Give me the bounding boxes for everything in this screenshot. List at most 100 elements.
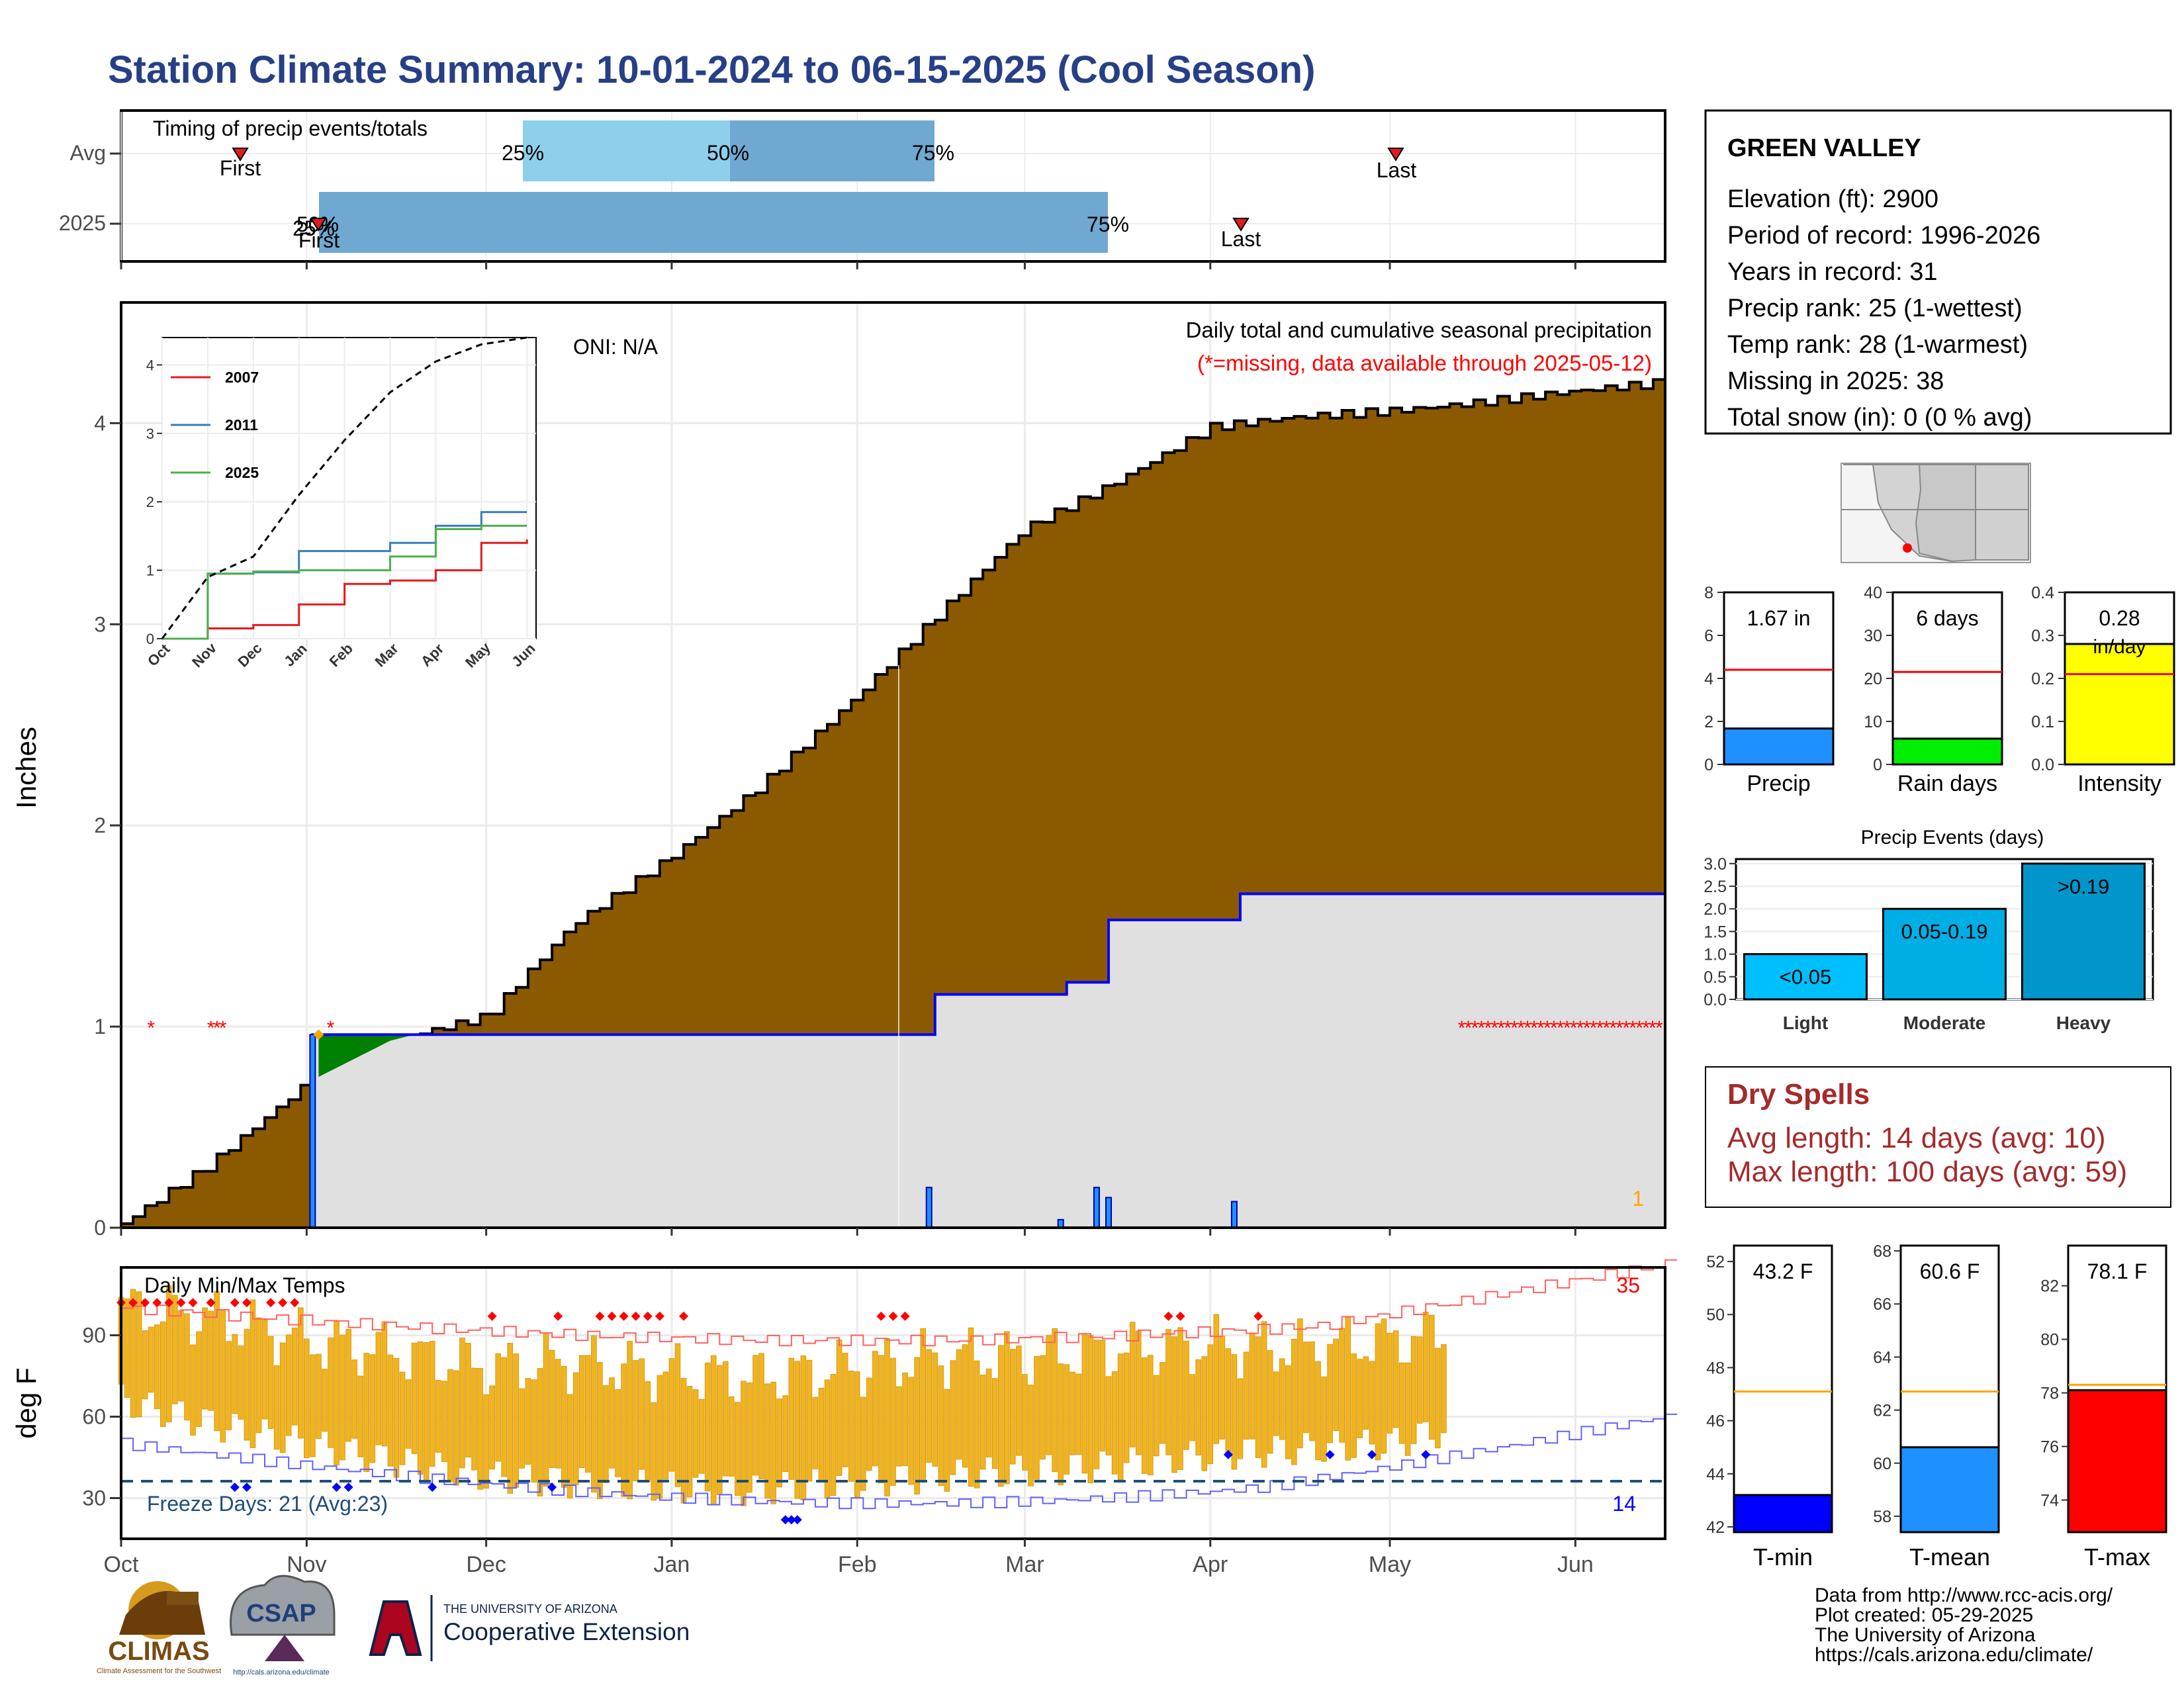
- temp-range-bar: [812, 1396, 819, 1469]
- temp-range-bar: [609, 1377, 615, 1469]
- missing-marker: *: [1603, 1017, 1611, 1039]
- temp-range-bar: [950, 1360, 956, 1475]
- temp-range-bar: [1243, 1351, 1250, 1440]
- record-high-marker: [266, 1298, 276, 1308]
- station-location-dot: [1903, 543, 1912, 553]
- temp-range-bar: [686, 1386, 693, 1498]
- ua-a-icon: [369, 1600, 422, 1656]
- temp-range-bar: [1207, 1344, 1214, 1465]
- record-low-marker: [230, 1483, 240, 1492]
- precip-ylabel: Inches: [11, 727, 42, 809]
- temp-range-bar: [507, 1342, 514, 1494]
- temp-range-bar: [806, 1359, 813, 1482]
- temp-sum-value: [1899, 1446, 2000, 1533]
- record-low-marker: [428, 1483, 437, 1492]
- temp-range-bar: [291, 1328, 298, 1426]
- temp-range-bar: [375, 1332, 382, 1445]
- record-high-marker: [631, 1311, 641, 1321]
- temp-range-bar: [261, 1319, 268, 1420]
- temp-range-bar: [1381, 1318, 1387, 1454]
- temp-range-bar: [387, 1354, 394, 1467]
- climas-bar-icon: [167, 1592, 199, 1605]
- main-xaxis: Oct Nov Dec Jan Feb Mar Apr May Jun: [104, 1539, 1594, 1577]
- missing-marker: *: [1583, 1017, 1591, 1039]
- temp-range-bar: [316, 1353, 322, 1439]
- temp-range-bar: [782, 1395, 789, 1473]
- temp-sum-title: 60.6 F: [1920, 1259, 1980, 1283]
- record-high-marker: [152, 1298, 162, 1308]
- temp-range-bar: [130, 1289, 136, 1418]
- inset-ytick-label: 4: [146, 357, 154, 373]
- dry-spells-title: Dry Spells: [1727, 1078, 1870, 1111]
- temp-sum-title: 78.1 F: [2087, 1259, 2148, 1283]
- temp-range-bar: [1357, 1359, 1363, 1438]
- temp-range-bar: [962, 1344, 968, 1468]
- missing-marker: *: [1530, 1017, 1538, 1039]
- missing-marker: *: [1550, 1017, 1558, 1039]
- mini-bar-value: [1891, 737, 2003, 766]
- climas-wordmark: CLIMAS: [108, 1637, 209, 1666]
- temp-range-bar: [878, 1355, 884, 1484]
- temp-sum-tick-label: 50: [1706, 1306, 1725, 1324]
- inset-series-line: [162, 539, 528, 640]
- timing-xticks: [120, 261, 1576, 269]
- info-line: Temp rank: 28 (1-warmest): [1727, 331, 2028, 359]
- temp-range-bar: [334, 1321, 340, 1466]
- temp-range-bar: [788, 1357, 795, 1480]
- temp-range-bar: [453, 1370, 459, 1486]
- temp-range-bar: [692, 1389, 699, 1478]
- temp-range-bar: [776, 1398, 782, 1488]
- temp-range-bar: [124, 1299, 130, 1398]
- temp-range-bar: [1028, 1385, 1034, 1486]
- temp-sum-tick-label: 78: [2040, 1385, 2059, 1403]
- info-line: Period of record: 1996-2026: [1727, 222, 2040, 250]
- xaxis-month-label: Oct: [104, 1552, 139, 1577]
- mini-bar-tick-label: 0.1: [2031, 713, 2054, 731]
- temp-range-bar: [1165, 1329, 1171, 1455]
- temp-range-bar: [190, 1344, 196, 1436]
- temp-range-bar: [1369, 1361, 1375, 1445]
- temp-range-bar: [159, 1321, 166, 1428]
- events-bar-label: 0.05-0.19: [1901, 920, 1988, 943]
- avg-bar-dark: [730, 120, 934, 181]
- temp-sum-label: T-min: [1753, 1543, 1813, 1571]
- temp-range-bar: [136, 1291, 142, 1418]
- avg-first-marker: [232, 148, 249, 161]
- temp-range-bar: [1429, 1314, 1435, 1440]
- temp-range-bar: [1160, 1362, 1165, 1444]
- temp-range-bar: [513, 1353, 520, 1488]
- temp-sum-title: 43.2 F: [1753, 1259, 1813, 1283]
- precip-yticks: 0 1 2 3 4: [94, 411, 121, 1240]
- temp-range-bar: [932, 1352, 938, 1467]
- temp-range-bar: [232, 1334, 238, 1414]
- inset-ytick-label: 0: [146, 631, 154, 647]
- temp-range-bar: [399, 1371, 406, 1465]
- temp-range-bar: [1111, 1371, 1118, 1475]
- oni-label: ONI: N/A: [573, 335, 659, 359]
- temp-sum-tick-label: 42: [1706, 1518, 1725, 1537]
- temp-range-bar: [465, 1343, 471, 1457]
- temp-range-bar: [716, 1365, 723, 1495]
- row-label-2025: 2025: [59, 211, 106, 235]
- temp-range-bar: [250, 1299, 256, 1448]
- record-high-marker: [607, 1311, 617, 1321]
- missing-marker: *: [1615, 1017, 1623, 1039]
- precip-ytick-label: 2: [94, 813, 106, 837]
- csap-mountain-icon: [265, 1635, 304, 1661]
- cold-count: 14: [1612, 1492, 1636, 1516]
- temp-range-bar: [572, 1372, 579, 1485]
- temp-range-bar: [142, 1330, 148, 1400]
- events-bar: [1882, 907, 2007, 1001]
- temp-range-bar: [1261, 1321, 1267, 1468]
- events-tick-label: 0.0: [1704, 991, 1727, 1009]
- temp-range-bar: [1297, 1318, 1303, 1449]
- temp-range-bar: [1273, 1371, 1279, 1436]
- record-high-marker: [619, 1311, 629, 1321]
- map-state-az: [1915, 464, 1976, 563]
- events-category-label: Heavy: [2056, 1013, 2111, 1033]
- temp-range-bar: [1177, 1327, 1183, 1470]
- record-high-marker: [1175, 1311, 1185, 1321]
- temp-range-bar: [627, 1341, 633, 1500]
- missing-marker: *: [219, 1017, 227, 1039]
